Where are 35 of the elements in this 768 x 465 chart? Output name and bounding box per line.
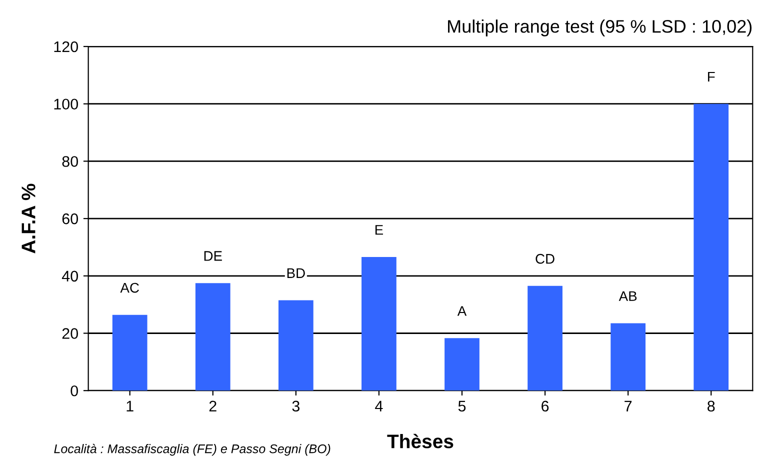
- y-tick-label: 60: [62, 213, 78, 224]
- y-tick-label: 80: [62, 156, 78, 167]
- y-tick-label: 100: [54, 98, 78, 110]
- bar: [362, 256, 396, 391]
- bar: [610, 323, 646, 391]
- text: Località : Massafiscaglia (FE) e Passo Segni (BO): [54, 444, 330, 456]
- bar: [528, 286, 562, 391]
- annotation: E: [375, 225, 383, 235]
- x-tick-label: 1: [126, 400, 134, 412]
- x-tick-label: 3: [292, 400, 300, 412]
- bar: [278, 300, 314, 391]
- y-tick-label: 0: [70, 385, 78, 396]
- y-axis-title: A.F.A %: [22, 184, 36, 254]
- annotation: DE: [204, 251, 222, 261]
- x-tick-label: 7: [624, 400, 632, 412]
- annotation: A: [457, 306, 467, 316]
- annotation: AB: [618, 291, 637, 301]
- x-tick-label: 2: [209, 400, 216, 412]
- x-tick-label: 8: [708, 400, 715, 412]
- x-tick-label: 5: [458, 400, 466, 412]
- y-tick-label: 120: [54, 41, 78, 52]
- bar: [112, 314, 148, 391]
- bar: [444, 338, 480, 391]
- annotation: CD: [536, 254, 554, 264]
- chart-title: Multiple range test (95 % LSD : 10,02): [448, 20, 752, 36]
- x-tick-label: 4: [375, 400, 383, 412]
- bar: [195, 283, 230, 391]
- bar: [694, 104, 729, 391]
- annotation: F: [708, 72, 715, 82]
- y-tick-label: 40: [62, 270, 78, 282]
- y-tick-label: 20: [62, 328, 78, 339]
- x-axis-title: Thèses: [387, 434, 454, 448]
- x-tick-label: 6: [542, 400, 549, 412]
- annotation: AC: [120, 282, 139, 293]
- annotation: BD: [287, 268, 305, 278]
